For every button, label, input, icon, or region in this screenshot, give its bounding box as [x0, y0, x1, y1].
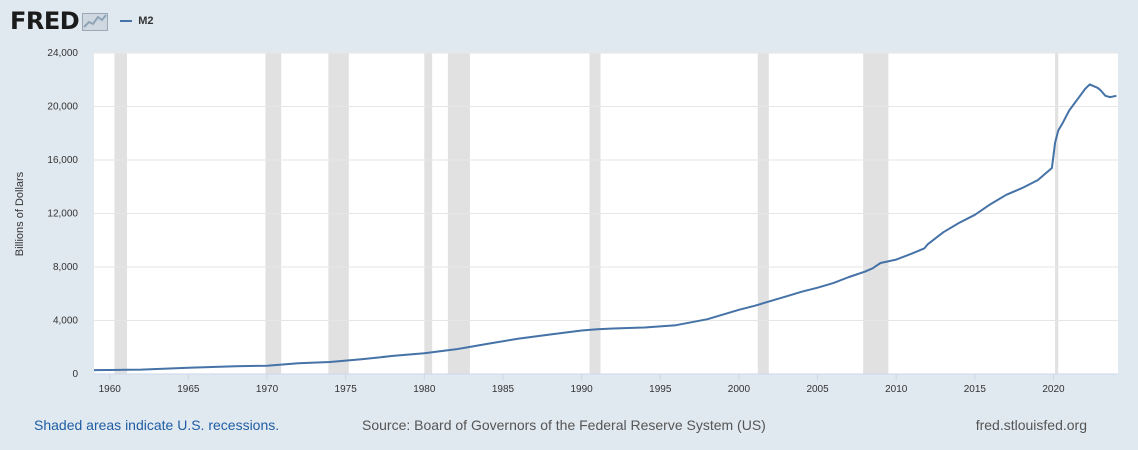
y-axis-label: Billions of Dollars [14, 171, 26, 256]
series-line-m2[interactable] [93, 83, 1117, 372]
y-tick-label: 4,000 [53, 316, 78, 327]
chart: 0 4,000 8,000 12,000 16,000 20,000 24,000 1960 1… [14, 48, 1118, 395]
x-tick-label: 2020 [1042, 384, 1065, 395]
x-tick-label: 1990 [570, 384, 593, 395]
recession-note[interactable]: Shaded areas indicate U.S. recessions. [34, 417, 280, 433]
series-layer [93, 83, 1117, 372]
x-tick-label: 2010 [885, 384, 908, 395]
x-tick-label: 1970 [256, 384, 279, 395]
fred-logo[interactable]: FRED [10, 7, 80, 35]
x-tick-label: 1965 [177, 384, 200, 395]
y-tick-label: 24,000 [47, 48, 78, 59]
x-tick-label: 1975 [335, 384, 358, 395]
x-tick-label: 1985 [492, 384, 515, 395]
chart-logo-icon [82, 13, 109, 31]
gridlines [94, 52, 1118, 321]
source-note: Source: Board of Governors of the Federa… [362, 417, 766, 433]
chart-header: FRED M2 [10, 7, 153, 35]
x-tick-label: 2000 [728, 384, 751, 395]
y-tick-label: 8,000 [53, 262, 78, 273]
x-tick-label: 1960 [99, 384, 122, 395]
y-tick-label: 0 [72, 369, 78, 380]
x-tick-label: 1995 [649, 384, 672, 395]
x-tick-label: 2015 [964, 384, 987, 395]
x-tick-label: 1980 [413, 384, 436, 395]
legend: M2 [120, 15, 153, 27]
x-tick-label: 2005 [806, 384, 829, 395]
y-tick-label: 20,000 [47, 102, 78, 113]
y-tick-label: 12,000 [47, 209, 78, 220]
axes: 0 4,000 8,000 12,000 16,000 20,000 24,000 1960 1… [47, 48, 1118, 395]
site-link[interactable]: fred.stlouisfed.org [975, 417, 1087, 433]
legend-label: M2 [138, 15, 154, 27]
y-tick-label: 16,000 [47, 155, 78, 166]
legend-swatch [120, 20, 133, 22]
